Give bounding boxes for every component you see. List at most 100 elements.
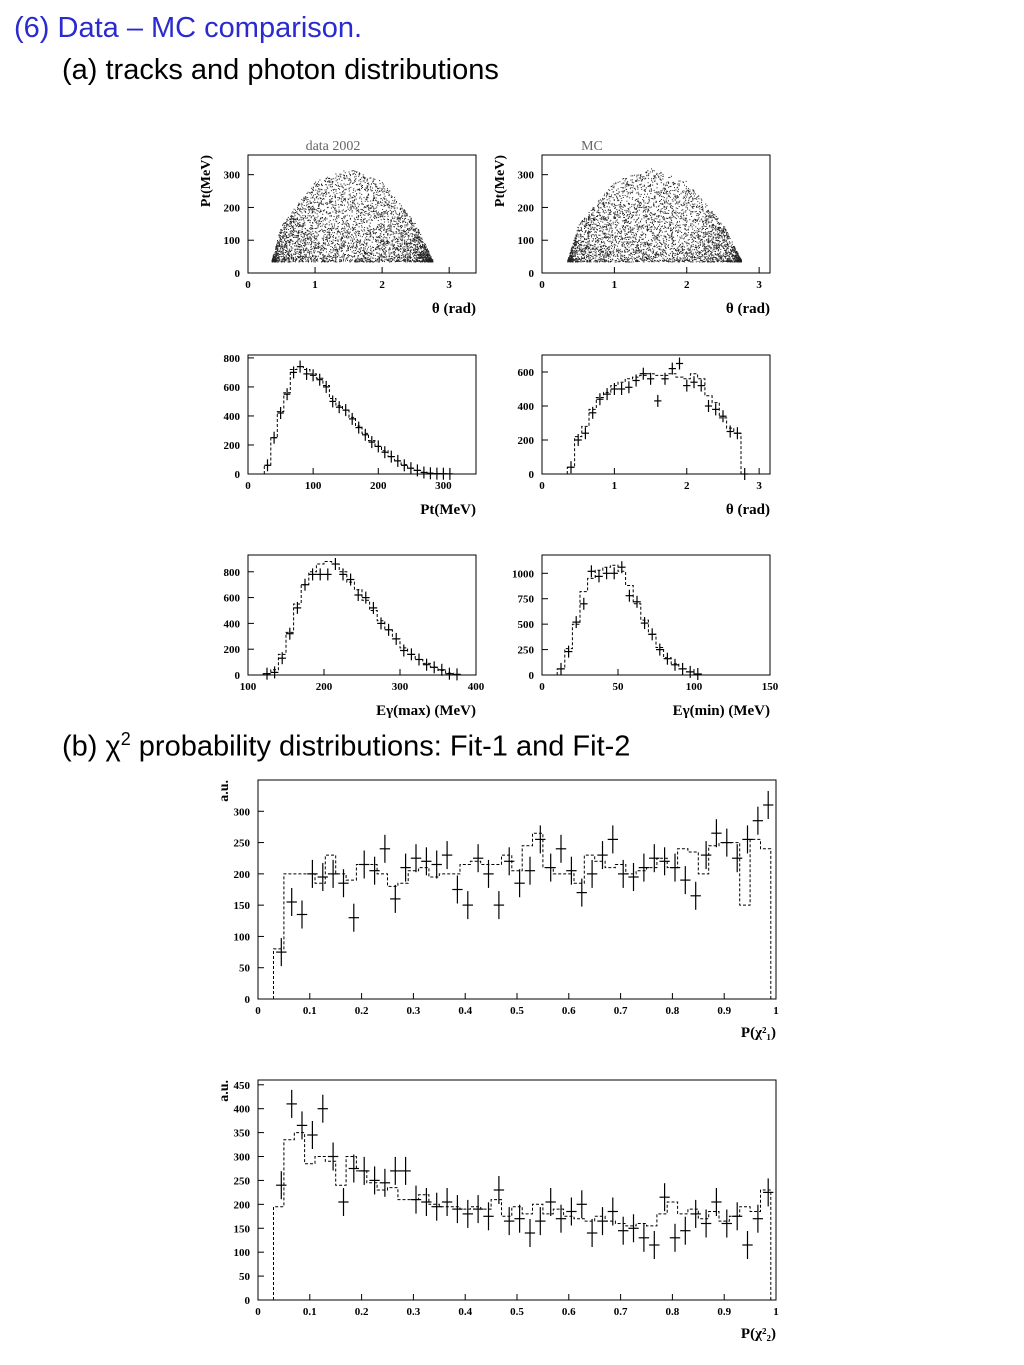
scatter-point: [670, 223, 672, 225]
scatter-point: [649, 261, 651, 263]
scatter-point: [316, 259, 318, 261]
scatter-point: [419, 260, 421, 262]
scatter-point: [420, 256, 422, 258]
scatter-point: [294, 222, 296, 224]
scatter-point: [635, 221, 637, 223]
scatter-point: [654, 213, 656, 215]
scatter-point: [424, 257, 426, 259]
scatter-point: [295, 259, 297, 261]
scatter-point: [577, 240, 579, 242]
scatter-point: [678, 259, 680, 261]
scatter-point: [291, 240, 293, 242]
scatter-point: [291, 243, 293, 245]
scatter-point: [377, 258, 379, 260]
scatter-point: [304, 243, 306, 245]
scatter-point: [276, 242, 278, 244]
scatter-point: [385, 202, 387, 204]
scatter-point: [299, 207, 301, 209]
scatter-point: [731, 241, 733, 243]
scatter-point: [411, 222, 413, 224]
scatter-point: [411, 223, 413, 225]
scatter-point: [718, 245, 720, 247]
scatter-point: [296, 255, 298, 257]
scatter-point: [602, 216, 604, 218]
scatter-point: [303, 236, 305, 238]
scatter-point: [367, 238, 369, 240]
scatter-point: [277, 261, 279, 263]
scatter-point: [286, 235, 288, 237]
scatter-point: [287, 261, 289, 263]
scatter-point: [329, 228, 331, 230]
scatter-point: [391, 252, 393, 254]
scatter-point: [647, 208, 649, 210]
scatter-point: [632, 251, 634, 253]
scatter-point: [404, 233, 406, 235]
scatter-point: [373, 209, 375, 211]
scatter-point: [292, 231, 293, 233]
scatter-point: [289, 242, 290, 244]
scatter-point: [571, 246, 573, 248]
scatter-point: [362, 187, 363, 188]
scatter-point: [387, 213, 389, 215]
scatter-point: [382, 250, 384, 252]
scatter-point: [370, 235, 371, 237]
scatter-point: [577, 256, 579, 258]
scatter-point: [342, 243, 344, 245]
scatter-point: [352, 203, 354, 205]
scatter-point: [425, 252, 427, 254]
scatter-point: [309, 208, 311, 210]
scatter-point: [427, 258, 429, 260]
y-axis-label: Pt(MeV): [199, 155, 214, 207]
scatter-point: [302, 261, 303, 263]
scatter-point: [301, 208, 303, 210]
scatter-point: [353, 189, 355, 191]
scatter-point: [369, 245, 371, 247]
scatter-point: [305, 240, 307, 242]
scatter-point: [379, 190, 380, 192]
scatter-point: [302, 218, 304, 219]
scatter-point: [303, 223, 305, 225]
scatter-point: [299, 246, 301, 248]
scatter-point: [420, 240, 422, 242]
scatter-point: [414, 236, 416, 238]
scatter-point: [603, 217, 604, 219]
scatter-point: [385, 254, 387, 256]
scatter-point: [716, 258, 718, 260]
scatter-point: [378, 236, 380, 238]
scatter-point: [326, 229, 328, 231]
scatter-point: [402, 225, 403, 227]
scatter-point: [398, 253, 399, 255]
scatter-point: [399, 203, 401, 205]
scatter-point: [385, 237, 387, 239]
scatter-point: [716, 246, 718, 248]
scatter-point: [383, 224, 385, 226]
scatter-point: [643, 244, 645, 246]
scatter-point: [323, 235, 325, 237]
scatter-point: [325, 260, 327, 262]
scatter-point: [686, 186, 687, 188]
scatter-point: [414, 248, 416, 250]
scatter-point: [653, 233, 655, 235]
scatter-point: [328, 244, 330, 246]
scatter-point: [400, 232, 402, 234]
scatter-point: [723, 231, 725, 232]
scatter-point: [376, 247, 378, 248]
scatter-point: [392, 210, 394, 212]
scatter-point: [390, 207, 392, 209]
scatter-point: [314, 198, 316, 200]
scatter-point: [344, 226, 346, 228]
scatter-point: [358, 232, 360, 234]
scatter-point: [384, 231, 386, 233]
scatter-point: [603, 261, 605, 263]
scatter-point: [645, 171, 647, 173]
scatter-point: [613, 183, 615, 185]
scatter-point: [599, 249, 601, 251]
scatter-point: [354, 261, 356, 263]
scatter-point: [382, 191, 384, 193]
scatter-point: [336, 175, 338, 177]
scatter-point: [313, 219, 315, 221]
scatter-point: [409, 259, 411, 261]
scatter-point: [391, 244, 393, 246]
scatter-point: [298, 224, 300, 226]
scatter-point: [708, 226, 710, 228]
